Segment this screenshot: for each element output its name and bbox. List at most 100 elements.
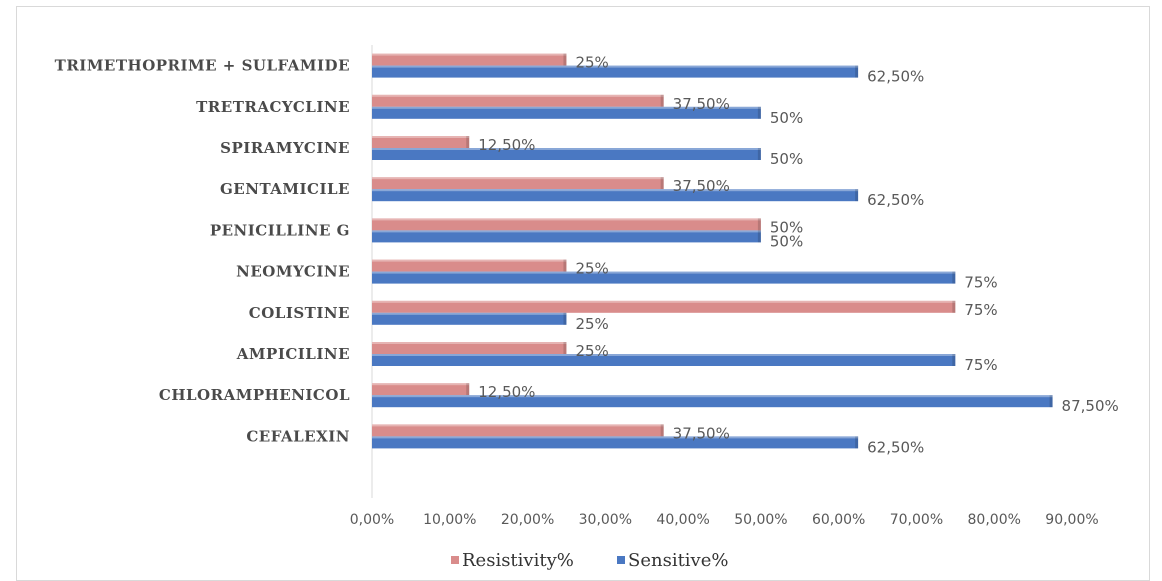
- category-label: AMPICILINE: [236, 345, 350, 363]
- bar-end-shade: [563, 53, 567, 66]
- category-label: GENTAMICILE: [220, 180, 350, 198]
- data-label-sensitive: 62,50%: [867, 68, 924, 86]
- bar-end-shade: [660, 424, 664, 437]
- data-label-resistivity: 12,50%: [478, 136, 535, 154]
- data-label-resistivity: 37,50%: [673, 424, 730, 442]
- bar-highlight: [372, 106, 761, 109]
- bar-end-shade: [466, 383, 470, 396]
- legend-swatch-resistivity: [451, 556, 459, 564]
- category-label: TRETRACYCLINE: [196, 98, 350, 116]
- x-tick-label: 30,00%: [579, 512, 632, 528]
- bar-resistivity: [372, 383, 470, 396]
- bar-highlight: [372, 383, 470, 386]
- bar-end-shade: [660, 177, 664, 190]
- bar-highlight: [372, 65, 859, 68]
- data-label-sensitive: 50%: [770, 109, 803, 127]
- category-label: NEOMYCINE: [236, 263, 350, 281]
- data-label-sensitive: 50%: [770, 150, 803, 168]
- bar-sensitive: [372, 189, 859, 202]
- bar-highlight: [372, 312, 567, 315]
- data-label-resistivity: 25%: [575, 260, 608, 278]
- bar-resistivity: [372, 136, 470, 148]
- bar-end-shade: [952, 300, 956, 313]
- bar-resistivity: [372, 94, 664, 107]
- bar-sensitive: [372, 230, 761, 243]
- bar-highlight: [372, 271, 956, 274]
- bar-resistivity: [372, 424, 664, 437]
- bar-sensitive: [372, 395, 1053, 408]
- data-label-sensitive: 87,50%: [1062, 397, 1119, 415]
- bar-end-shade: [563, 259, 567, 272]
- data-label-sensitive: 62,50%: [867, 191, 924, 209]
- bar-end-shade: [757, 106, 761, 119]
- data-label-sensitive: 75%: [964, 356, 997, 374]
- x-tick-label: 80,00%: [968, 512, 1021, 528]
- bar-highlight: [372, 436, 859, 439]
- category-label: PENICILLINE G: [210, 221, 350, 239]
- bar-highlight: [372, 53, 567, 56]
- data-label-resistivity: 25%: [575, 54, 608, 72]
- category-label: CEFALEXIN: [246, 427, 350, 445]
- category-label: CHLORAMPHENICOL: [159, 386, 350, 404]
- data-label-resistivity: 37,50%: [673, 177, 730, 195]
- x-tick-label: 20,00%: [501, 512, 554, 528]
- bar-sensitive: [372, 65, 859, 78]
- bar-highlight: [372, 395, 1053, 398]
- x-tick-label: 70,00%: [890, 512, 943, 528]
- legend-label-sensitive: Sensitive%: [628, 550, 729, 571]
- x-tick-label: 10,00%: [423, 512, 476, 528]
- bar-end-shade: [855, 189, 859, 202]
- x-tick-label: 50,00%: [734, 512, 787, 528]
- legend-label-resistivity: Resistivity%: [462, 550, 574, 571]
- data-label-sensitive: 50%: [770, 232, 803, 250]
- bar-sensitive: [372, 354, 956, 366]
- bar-highlight: [372, 136, 470, 138]
- legend-swatch-sensitive: [617, 556, 625, 564]
- category-label: COLISTINE: [249, 304, 350, 322]
- data-label-sensitive: 62,50%: [867, 438, 924, 456]
- x-tick-label: 90,00%: [1045, 512, 1098, 528]
- bar-resistivity: [372, 342, 567, 354]
- bar-end-shade: [952, 354, 956, 366]
- bar-highlight: [372, 148, 761, 150]
- bar-end-shade: [757, 218, 761, 231]
- bar-sensitive: [372, 106, 761, 119]
- data-label-resistivity: 25%: [575, 342, 608, 360]
- data-label-sensitive: 25%: [575, 315, 608, 333]
- bar-end-shade: [563, 342, 567, 354]
- bar-end-shade: [855, 65, 859, 78]
- bar-resistivity: [372, 218, 761, 231]
- x-tick-label: 60,00%: [812, 512, 865, 528]
- bar-resistivity: [372, 259, 567, 272]
- data-label-resistivity: 12,50%: [478, 383, 535, 401]
- bar-highlight: [372, 424, 664, 427]
- bar-end-shade: [660, 94, 664, 107]
- legend: Resistivity% Sensitive%: [451, 550, 729, 571]
- bar-sensitive: [372, 312, 567, 325]
- bar-end-shade: [1049, 395, 1053, 408]
- bar-highlight: [372, 259, 567, 262]
- data-label-resistivity: 50%: [770, 218, 803, 236]
- x-tick-label: 40,00%: [656, 512, 709, 528]
- bar-highlight: [372, 230, 761, 233]
- bar-highlight: [372, 189, 859, 192]
- bar-highlight: [372, 177, 664, 180]
- bar-end-shade: [757, 230, 761, 243]
- bar-resistivity: [372, 53, 567, 66]
- bar-sensitive: [372, 271, 956, 284]
- data-label-resistivity: 75%: [964, 301, 997, 319]
- bar-highlight: [372, 300, 956, 303]
- bar-resistivity: [372, 177, 664, 190]
- category-label: TRIMETHOPRIME + SULFAMIDE: [55, 57, 350, 75]
- x-tick-label: 0,00%: [350, 512, 394, 528]
- bar-end-shade: [563, 312, 567, 325]
- bar-sensitive: [372, 436, 859, 449]
- bar-end-shade: [757, 148, 761, 160]
- bar-highlight: [372, 342, 567, 344]
- bar-highlight: [372, 218, 761, 221]
- data-label-resistivity: 37,50%: [673, 95, 730, 113]
- bar-highlight: [372, 354, 956, 356]
- category-label: SPIRAMYCINE: [220, 139, 350, 157]
- bar-sensitive: [372, 148, 761, 160]
